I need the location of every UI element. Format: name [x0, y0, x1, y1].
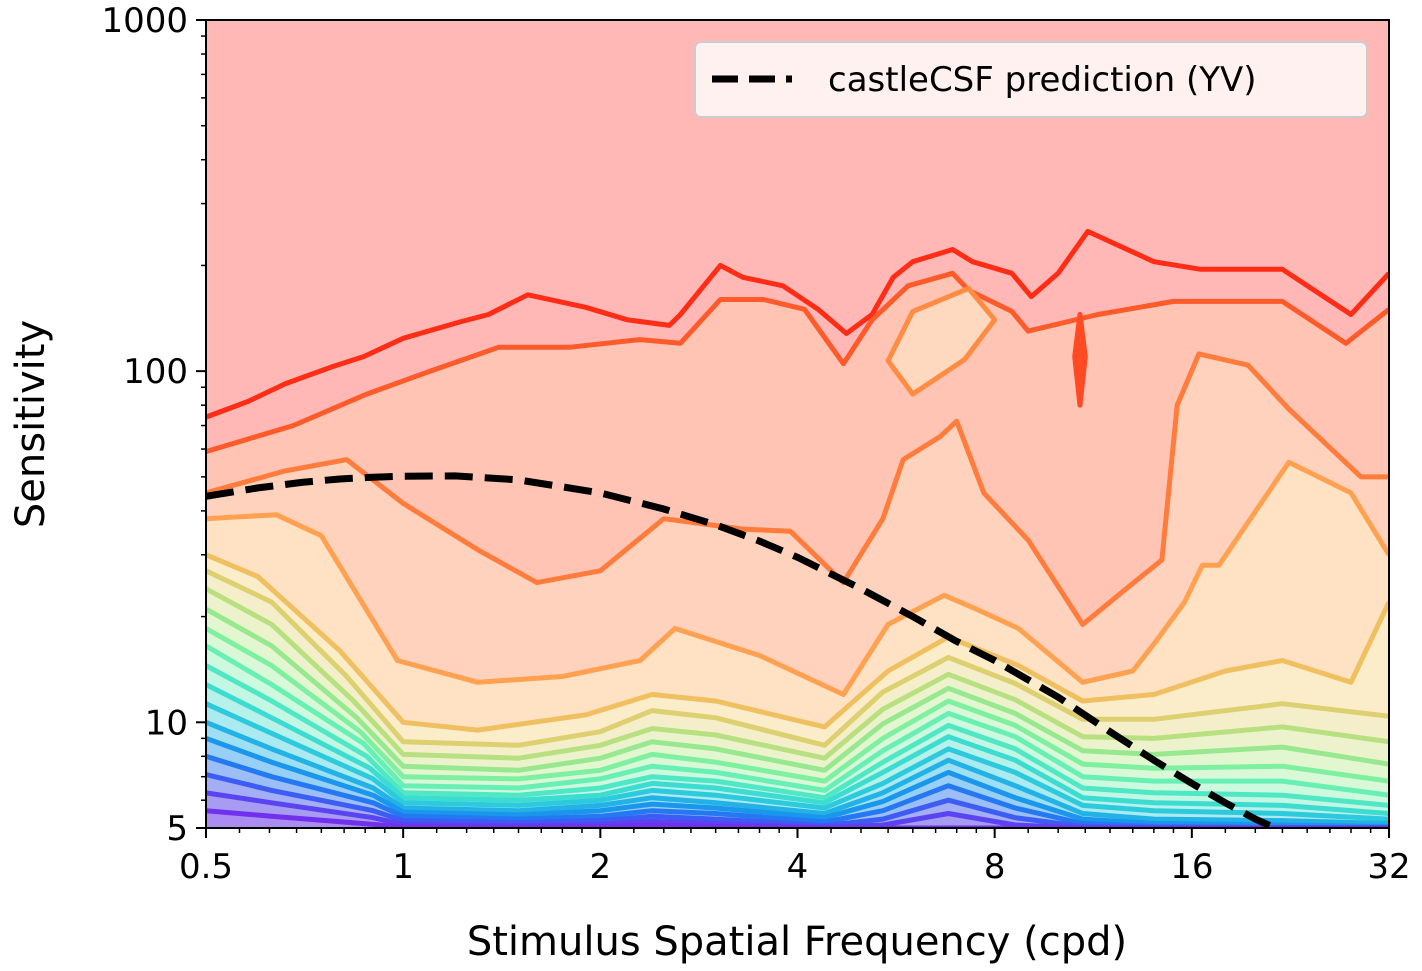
x-tick-label: 2 [590, 847, 612, 887]
contour-island-1 [1072, 312, 1088, 408]
contour-line-0 [206, 228, 1389, 420]
legend: castleCSF prediction (YV) [694, 41, 1368, 118]
contour-line-10 [206, 663, 1389, 808]
contour-line-11 [206, 682, 1389, 816]
contour-line-7 [206, 606, 1389, 773]
x-tick-label: 0.5 [179, 847, 233, 887]
axis-tick-labels: 0.5 1 2 4 8 16 32 5 10 100 1000 [101, 1, 1410, 887]
y-axis-title: Sensitivity [8, 320, 54, 528]
contour-line-13 [206, 719, 1389, 826]
contour-line-4 [206, 552, 1389, 733]
y-tick-label: 1000 [101, 1, 188, 41]
series-layer [206, 472, 1284, 828]
contour-line-8 [206, 626, 1389, 784]
contour-fill-18 [206, 810, 1389, 828]
x-tick-label: 8 [984, 847, 1006, 887]
legend-box [694, 41, 1368, 118]
contour-line-3 [206, 459, 1389, 697]
contour-line-9 [206, 643, 1389, 798]
contour-fill-9 [206, 645, 1389, 828]
x-tick-label: 32 [1367, 847, 1410, 887]
contour-line-14 [206, 736, 1389, 828]
legend-label: castleCSF prediction (YV) [828, 60, 1257, 100]
contour-line-12 [206, 701, 1389, 822]
contour-line-1 [206, 270, 1389, 454]
contour-line-2 [206, 351, 1389, 627]
y-tick-label: 10 [145, 703, 188, 743]
contour-island-0 [885, 285, 998, 397]
axis-ticks [196, 19, 1390, 838]
contour-line-5 [206, 568, 1389, 748]
x-axis-title: Stimulus Spatial Frequency (cpd) [467, 919, 1127, 965]
series-line-0 [206, 472, 1284, 828]
x-tick-label: 16 [1170, 847, 1213, 887]
y-tick-label: 5 [166, 809, 188, 849]
contour-line-17 [206, 790, 1389, 828]
x-tick-label: 1 [392, 847, 414, 887]
x-tick-label: 4 [787, 847, 809, 887]
y-tick-label: 100 [123, 352, 188, 392]
